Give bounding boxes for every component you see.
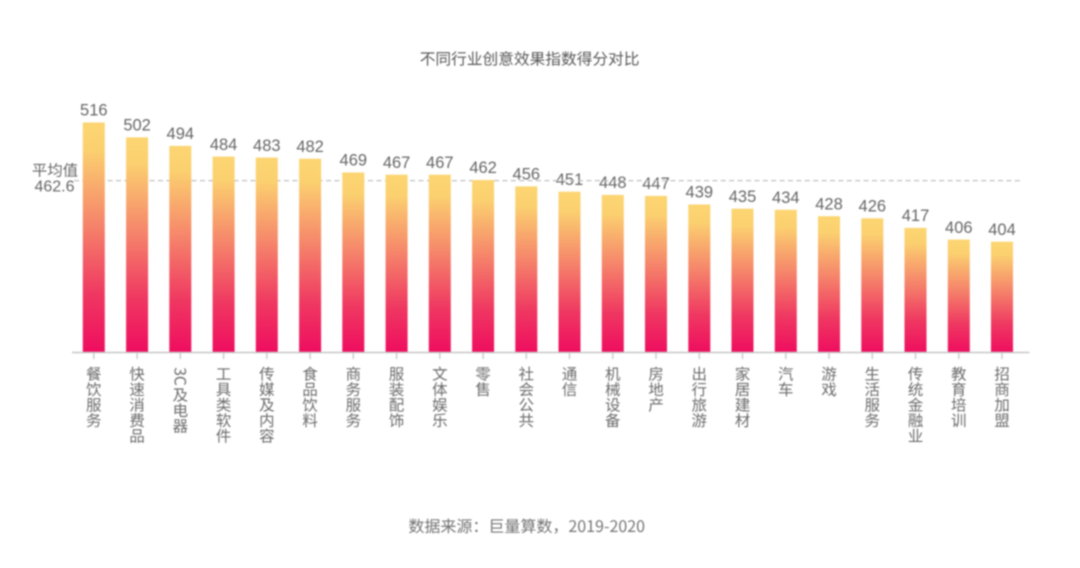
svg-text:469: 469: [340, 152, 368, 170]
svg-text:448: 448: [599, 174, 627, 192]
svg-text:462: 462: [469, 159, 497, 177]
svg-text:417: 417: [902, 207, 930, 225]
svg-text:439: 439: [686, 184, 714, 202]
svg-text:456: 456: [513, 166, 541, 184]
svg-text:494: 494: [167, 125, 195, 143]
svg-text:516: 516: [80, 102, 108, 120]
svg-text:434: 434: [772, 189, 800, 207]
svg-text:426: 426: [859, 198, 887, 216]
svg-text:483: 483: [253, 137, 281, 155]
svg-text:451: 451: [556, 171, 584, 189]
svg-text:467: 467: [383, 154, 411, 172]
svg-text:482: 482: [296, 138, 324, 156]
svg-text:435: 435: [729, 188, 757, 206]
svg-text:428: 428: [815, 195, 843, 213]
svg-text:467: 467: [426, 154, 454, 172]
svg-text:502: 502: [123, 117, 151, 135]
svg-text:484: 484: [210, 136, 238, 154]
svg-text:406: 406: [945, 219, 973, 237]
svg-text:447: 447: [642, 175, 670, 193]
svg-text:462.6: 462.6: [34, 179, 74, 196]
svg-text:404: 404: [988, 221, 1016, 239]
